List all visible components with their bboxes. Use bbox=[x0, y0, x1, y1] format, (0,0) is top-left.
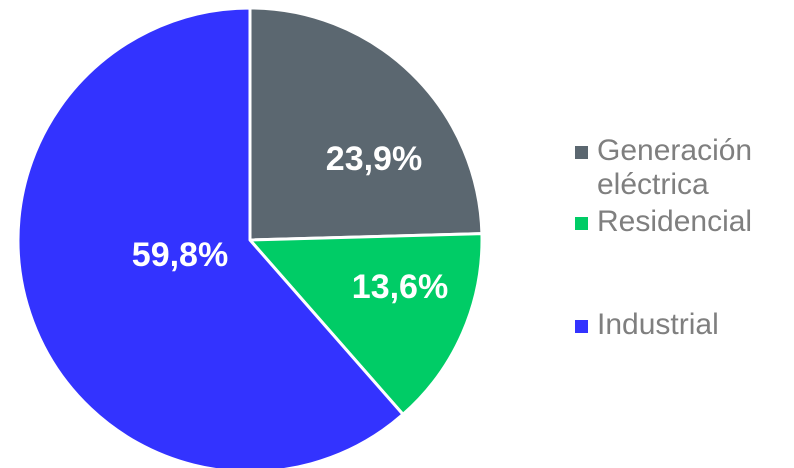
legend-swatch-industrial bbox=[575, 320, 588, 333]
legend-swatch-residencial bbox=[575, 217, 588, 230]
pie-slices bbox=[16, 6, 484, 468]
pie-slice-residencial bbox=[248, 232, 484, 416]
slice-label-industrial: 59,8% bbox=[132, 236, 228, 274]
slice-label-generacion-electrica: 23,9% bbox=[326, 140, 422, 178]
legend-label-industrial: Industrial bbox=[597, 308, 719, 341]
legend-label-generacion-electrica-line-1: Generación bbox=[597, 134, 752, 167]
legend-label-residencial: Residencial bbox=[597, 205, 752, 238]
legend-label-generacion-electrica-line-2: eléctrica bbox=[597, 168, 709, 201]
slice-label-residencial: 13,6% bbox=[352, 268, 448, 306]
legend-swatch-generacion-electrica bbox=[575, 146, 588, 159]
pie-slice-industrial bbox=[16, 6, 405, 468]
slice-labels: 23,9% 13,6% 59,8% bbox=[132, 140, 448, 306]
pie-slice-generacion-electrica bbox=[248, 6, 484, 242]
